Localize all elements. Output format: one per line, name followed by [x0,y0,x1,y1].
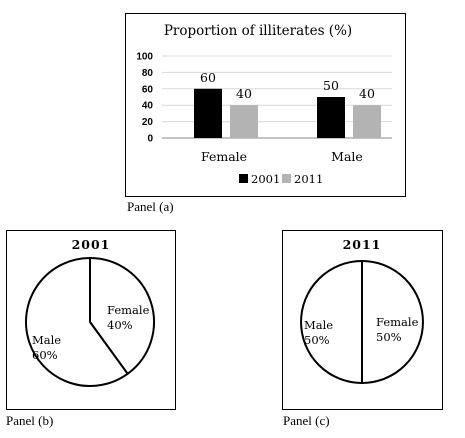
bar-chart-x-axis: Female Male [201,149,363,164]
pie-2011-panel [282,230,443,410]
bar-data-label: 40 [236,86,252,101]
pie-value-female: 50% [376,330,402,344]
legend-swatch-2001 [239,174,248,183]
panel-a-caption: Panel (a) [127,199,174,214]
y-tick-label: 60 [142,84,154,95]
pie-label-male: Male [304,318,333,332]
bar-data-label: 50 [323,78,339,93]
bar-chart-title: Proportion of illiterates (%) [164,23,352,39]
panel-c-caption: Panel (c) [283,413,330,428]
pie-value-male: 60% [32,348,58,362]
pie-2011-title: 2011 [343,237,382,252]
x-category-label: Male [331,149,363,164]
bar-chart-panel [125,13,406,197]
bar-data-label: 60 [200,70,216,85]
bar-female-2001 [194,88,222,138]
bar-chart-y-axis: 0 20 40 60 80 100 [136,52,153,145]
x-category-label: Female [201,149,247,164]
y-tick-label: 20 [142,117,154,128]
pie-slice-female [361,259,424,385]
pie-value-female: 40% [107,318,133,332]
pie-2001-title: 2001 [72,237,111,252]
legend-label-2001: 2001 [251,172,280,186]
bar-female-2011 [230,105,258,138]
legend-label-2011: 2011 [294,172,323,186]
bar-male-2001 [317,97,345,138]
bar-male-2011 [353,105,381,138]
bar-data-label: 40 [359,86,375,101]
pie-slice-male [300,259,363,385]
panel-b-caption: Panel (b) [6,413,54,428]
pie-2001-panel [6,230,176,410]
y-tick-label: 0 [147,134,153,145]
bar-chart-legend: 2001 2011 [239,172,323,186]
pie-label-female: Female [376,315,419,329]
pie-slice-male [25,256,130,387]
pie-slice-female [89,256,155,376]
y-tick-label: 40 [142,101,154,112]
bar-chart-bars: 60 40 50 40 [194,70,381,138]
y-tick-label: 100 [136,52,153,63]
pie-label-male: Male [32,333,61,347]
pie-value-male: 50% [304,333,330,347]
y-tick-label: 80 [142,68,154,79]
pie-label-female: Female [107,303,150,317]
legend-swatch-2011 [282,174,291,183]
